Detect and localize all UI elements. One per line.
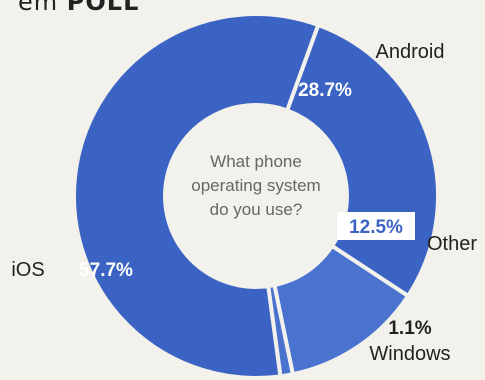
donut-hole [163,103,349,289]
category-label-windows: Windows [369,343,450,365]
center-question-line: operating system [191,176,320,195]
category-label-ios: iOS [11,259,44,281]
value-label-android: 28.7% [298,80,352,101]
header-prefix: em [18,0,59,16]
header-title: em POLL [18,0,139,16]
category-label-android: Android [376,41,445,63]
value-label-windows: 1.1% [388,318,431,339]
center-question-line: do you use? [210,200,303,219]
center-question-line: What phone [210,152,302,171]
center-question: What phone operating system do you use? [191,152,320,219]
value-label-ios: 57.7% [79,260,133,281]
category-label-other: Other [427,233,477,255]
header-word: POLL [66,0,140,16]
labels-group: 28.7% Android 12.5% Other 1.1% Windows iOS 57.7… [11,41,477,365]
value-label-other: 12.5% [349,217,403,238]
value-label-other-box [337,212,415,240]
